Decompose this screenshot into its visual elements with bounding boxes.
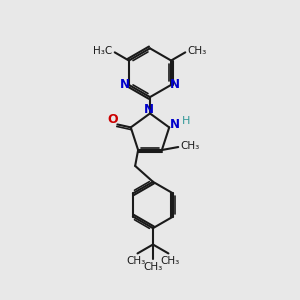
Text: H: H: [182, 116, 190, 126]
Text: CH₃: CH₃: [188, 46, 207, 56]
Text: CH₃: CH₃: [181, 140, 200, 151]
Text: N: N: [170, 118, 180, 131]
Text: O: O: [108, 113, 118, 126]
Text: N: N: [170, 78, 180, 92]
Text: N: N: [120, 78, 130, 92]
Text: CH₃: CH₃: [160, 256, 179, 266]
Text: CH₃: CH₃: [143, 262, 163, 272]
Text: H₃C: H₃C: [93, 46, 112, 56]
Text: N: N: [143, 103, 154, 116]
Text: CH₃: CH₃: [126, 256, 146, 266]
